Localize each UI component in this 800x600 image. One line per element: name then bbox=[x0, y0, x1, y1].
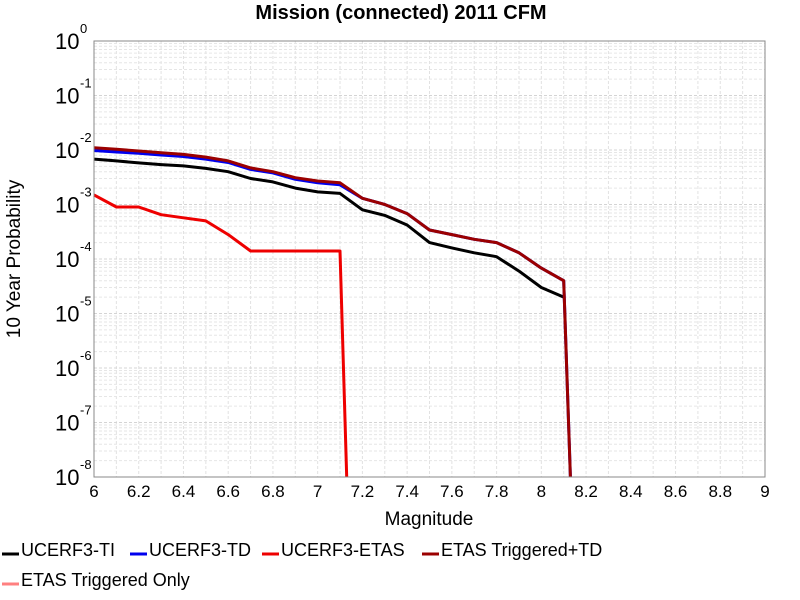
y-tick-exponent: -5 bbox=[80, 294, 92, 309]
x-tick-label: 8.4 bbox=[619, 482, 643, 501]
x-tick-label: 6.4 bbox=[172, 482, 196, 501]
legend: UCERF3-TI UCERF3-TD UCERF3-ETAS ETAS Trigge… bbox=[2, 540, 602, 590]
x-tick-label: 9 bbox=[760, 482, 769, 501]
y-tick-label: 10-2 bbox=[55, 130, 92, 163]
x-tick-label: 6.2 bbox=[127, 482, 151, 501]
y-tick-base: 10 bbox=[55, 138, 79, 163]
legend-label: UCERF3-TD bbox=[149, 540, 251, 560]
legend-item: ETAS Triggered+TD bbox=[422, 540, 602, 560]
x-axis-ticks: 6 6.2 6.4 6.6 6.8 7 7.2 7.4 7.6 7.8 8 8.2 8.4 8.6 8.8 9 bbox=[89, 482, 769, 501]
plot-frame bbox=[93, 40, 766, 478]
y-tick-base: 10 bbox=[55, 356, 79, 381]
legend-label: UCERF3-TI bbox=[21, 540, 115, 560]
x-tick-label: 7.4 bbox=[395, 482, 419, 501]
y-axis-label: 10 Year Probability bbox=[4, 179, 25, 338]
y-tick-label: 100 bbox=[55, 21, 87, 54]
y-tick-base: 10 bbox=[55, 84, 79, 109]
y-tick-exponent: -7 bbox=[80, 403, 92, 418]
series-line-3 bbox=[93, 146, 572, 478]
y-tick-label: 10-7 bbox=[55, 403, 92, 436]
legend-item: UCERF3-TD bbox=[130, 540, 251, 560]
x-tick-label: 8.2 bbox=[574, 482, 598, 501]
y-tick-exponent: 0 bbox=[80, 21, 87, 36]
y-tick-exponent: -4 bbox=[80, 239, 92, 254]
y-tick-label: 10-4 bbox=[55, 239, 92, 272]
y-tick-label: 10-8 bbox=[55, 457, 92, 490]
y-tick-base: 10 bbox=[55, 193, 79, 218]
x-axis-label: Magnitude bbox=[385, 509, 474, 530]
y-tick-base: 10 bbox=[55, 465, 79, 490]
x-tick-label: 8 bbox=[537, 482, 546, 501]
y-tick-base: 10 bbox=[55, 247, 79, 272]
x-tick-label: 6.6 bbox=[216, 482, 240, 501]
y-tick-exponent: -8 bbox=[80, 457, 92, 472]
legend-label: UCERF3-ETAS bbox=[281, 540, 405, 560]
y-tick-base: 10 bbox=[55, 411, 79, 436]
y-tick-exponent: -1 bbox=[80, 76, 92, 91]
series-layer bbox=[93, 146, 572, 478]
x-tick-label: 8.8 bbox=[708, 482, 732, 501]
legend-item: UCERF3-ETAS bbox=[262, 540, 405, 560]
grid bbox=[93, 41, 766, 478]
x-tick-label: 8.6 bbox=[664, 482, 688, 501]
legend-label: ETAS Triggered+TD bbox=[441, 540, 602, 560]
chart-title: Mission (connected) 2011 CFM bbox=[255, 2, 546, 24]
x-tick-label: 7.2 bbox=[351, 482, 375, 501]
x-tick-label: 7 bbox=[313, 482, 322, 501]
y-tick-base: 10 bbox=[55, 29, 79, 54]
y-tick-base: 10 bbox=[55, 302, 79, 327]
legend-item: ETAS Triggered Only bbox=[2, 570, 190, 590]
y-tick-exponent: -3 bbox=[80, 185, 92, 200]
x-tick-label: 7.6 bbox=[440, 482, 464, 501]
legend-label: ETAS Triggered Only bbox=[21, 570, 190, 590]
y-tick-exponent: -6 bbox=[80, 348, 92, 363]
y-tick-label: 10-3 bbox=[55, 185, 92, 218]
series-line-0 bbox=[93, 157, 565, 299]
y-tick-label: 10-5 bbox=[55, 294, 92, 327]
y-tick-label: 10-1 bbox=[55, 76, 92, 109]
legend-item: UCERF3-TI bbox=[2, 540, 115, 560]
series-line-2 bbox=[93, 193, 349, 478]
x-tick-label: 6 bbox=[89, 482, 98, 501]
y-tick-exponent: -2 bbox=[80, 130, 92, 145]
x-tick-label: 7.8 bbox=[485, 482, 509, 501]
x-tick-label: 6.8 bbox=[261, 482, 285, 501]
y-tick-label: 10-6 bbox=[55, 348, 92, 381]
